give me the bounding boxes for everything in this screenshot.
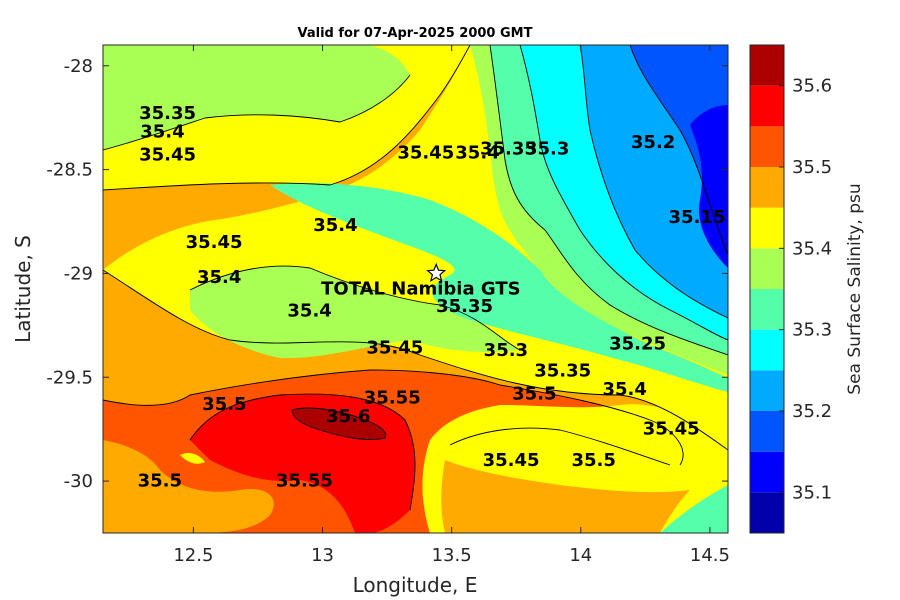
contour-fill-layer [103, 45, 728, 533]
contour-label: 35.35 [480, 138, 537, 159]
colorbar-label: Sea Surface Salinity, psu [845, 183, 865, 394]
contour-label: 35.2 [631, 132, 675, 153]
contour-label: 35.4 [140, 122, 184, 143]
x-tick-label: 13 [311, 545, 334, 566]
y-axis-label: Latitude, S [11, 235, 35, 343]
band-green-tongue [270, 183, 728, 392]
band-blue [630, 45, 728, 255]
contour-label: 35.55 [276, 471, 333, 492]
colorbar-tick-label: 35.5 [792, 157, 832, 178]
colorbar-swatch [750, 411, 784, 452]
contour-label: 35.35 [139, 103, 196, 124]
colorbar-swatch [750, 167, 784, 208]
colorbar-swatch [750, 370, 784, 411]
colorbar-tick-label: 35.1 [792, 482, 832, 503]
contour-label: 35.45 [483, 450, 540, 471]
contour-label: 35.35 [534, 361, 591, 382]
site-annotations: TOTAL Namibia GTS [321, 262, 521, 299]
x-tick-label: 14 [569, 545, 592, 566]
x-tick-label: 14.5 [690, 545, 730, 566]
y-tick-label: -29 [64, 263, 93, 284]
contour-label: 35.45 [366, 338, 423, 359]
band-green-east [660, 485, 728, 533]
contour-label: 35.5 [571, 450, 615, 471]
chart-title: Valid for 07-Apr-2025 2000 GMT [298, 26, 533, 41]
contour-label: 35.15 [669, 207, 726, 228]
band-darkred [292, 408, 386, 440]
contour-label: 35.3 [525, 138, 569, 159]
site-label: TOTAL Namibia GTS [321, 278, 520, 299]
y-axis-ticks: -28 -28.5 -29 -29.5 -30 [46, 56, 728, 492]
contour-label: 35.45 [643, 419, 700, 440]
colorbar-swatch [750, 451, 784, 493]
contour-label: 35.5 [512, 383, 556, 404]
x-tick-label: 13.5 [432, 545, 472, 566]
contour-label: 35.45 [397, 142, 454, 163]
contour-label: 35.25 [609, 334, 666, 355]
band-orange-pocket-sw [103, 440, 274, 533]
contour-label: 35.55 [364, 388, 421, 409]
colorbar-swatch [750, 45, 784, 86]
contour-label: 35.4 [197, 267, 241, 288]
contour-label: 35.4 [602, 379, 646, 400]
x-tick-label: 12.5 [173, 545, 213, 566]
colorbar-tick-label: 35.2 [792, 401, 832, 422]
colorbar-swatch [750, 248, 784, 289]
contour-label: 35.4 [313, 215, 357, 236]
x-axis-label: Longitude, E [353, 573, 478, 597]
contour-label: 35.5 [202, 394, 246, 415]
colorbar-swatch [750, 85, 784, 127]
contour-label: 35.4 [287, 300, 331, 321]
plot-frame [102, 44, 729, 534]
contour-label: 35.35 [436, 296, 493, 317]
colorbar-swatch [750, 289, 784, 330]
colorbar-frame [749, 44, 785, 534]
colorbar-tick-label: 35.4 [792, 238, 832, 259]
contour-label: 35.5 [138, 471, 182, 492]
colorbar-swatch [750, 126, 784, 167]
band-deepblue [690, 105, 728, 268]
contour-label: 35.4 [455, 142, 499, 163]
contour-label: 35.6 [326, 406, 370, 427]
colorbar-tick-label: 35.3 [792, 320, 832, 341]
y-tick-label: -29.5 [46, 367, 93, 388]
contour-label: 35.45 [139, 145, 196, 166]
contour-label: 35.3 [484, 340, 528, 361]
colorbar-swatch [750, 329, 784, 371]
band-lightgreen-mid [190, 266, 520, 359]
contour-label: 35.45 [186, 232, 243, 253]
band-lightgreen-west [103, 45, 410, 150]
contour-line-layer [103, 45, 728, 511]
band-yellow-south [422, 404, 728, 533]
y-tick-label: -28.5 [46, 160, 93, 181]
colorbar-swatch [750, 492, 784, 533]
y-tick-label: -30 [64, 471, 93, 492]
colorbar: 35.1 35.2 35.3 35.4 35.5 35.6 [749, 44, 832, 534]
y-tick-label: -28 [64, 56, 93, 77]
colorbar-swatch [750, 207, 784, 249]
x-axis-ticks: 12.5 13 13.5 14 14.5 [173, 45, 730, 566]
colorbar-tick-label: 35.6 [792, 76, 832, 97]
site-star-marker [426, 262, 447, 282]
band-yellow-pocket [180, 452, 205, 464]
